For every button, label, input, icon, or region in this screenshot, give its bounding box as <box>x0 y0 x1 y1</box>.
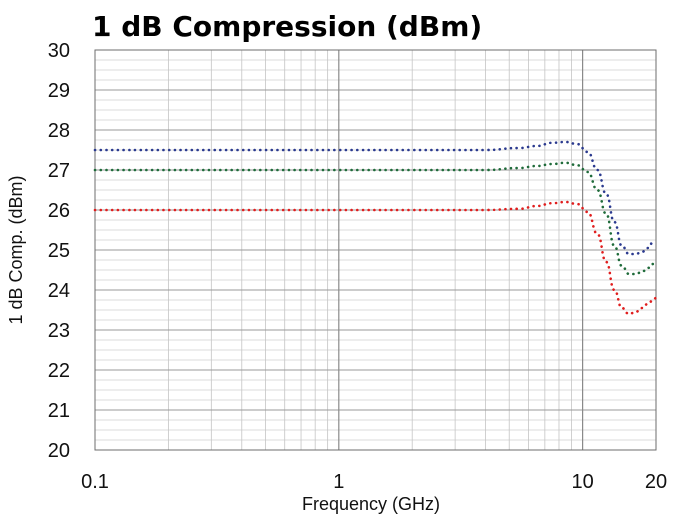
series-line-2 <box>93 161 658 276</box>
chart-title: 1 dB Compression (dBm) <box>92 10 482 43</box>
y-tick-label: 23 <box>48 320 70 342</box>
y-tick-label: 26 <box>48 200 70 222</box>
series-layer <box>93 140 658 316</box>
y-tick-label: 25 <box>48 240 70 262</box>
y-tick-label: 21 <box>48 400 70 422</box>
x-tick-labels: 0.1 1 10 20 <box>81 471 667 493</box>
y-tick-label: 30 <box>48 40 70 62</box>
x-axis-label: Frequency (GHz) <box>302 494 440 514</box>
y-tick-label: 20 <box>48 440 70 462</box>
y-tick-label: 22 <box>48 360 70 382</box>
y-tick-labels: 20 21 22 23 24 25 26 27 28 29 30 <box>48 40 70 462</box>
series-line-3 <box>93 200 658 316</box>
x-tick-label: 0.1 <box>81 471 109 493</box>
y-axis-label: 1 dB Comp. (dBm) <box>6 175 26 324</box>
y-tick-label: 27 <box>48 160 70 182</box>
x-tick-label: 1 <box>333 471 344 493</box>
x-tick-label: 20 <box>645 471 667 493</box>
y-tick-label: 28 <box>48 120 70 142</box>
series-line-1 <box>93 140 658 256</box>
y-tick-label: 24 <box>48 280 70 302</box>
y-tick-label: 29 <box>48 80 70 102</box>
grid-minor <box>95 50 657 450</box>
x-tick-label: 10 <box>571 471 593 493</box>
plot-frame <box>94 49 657 451</box>
